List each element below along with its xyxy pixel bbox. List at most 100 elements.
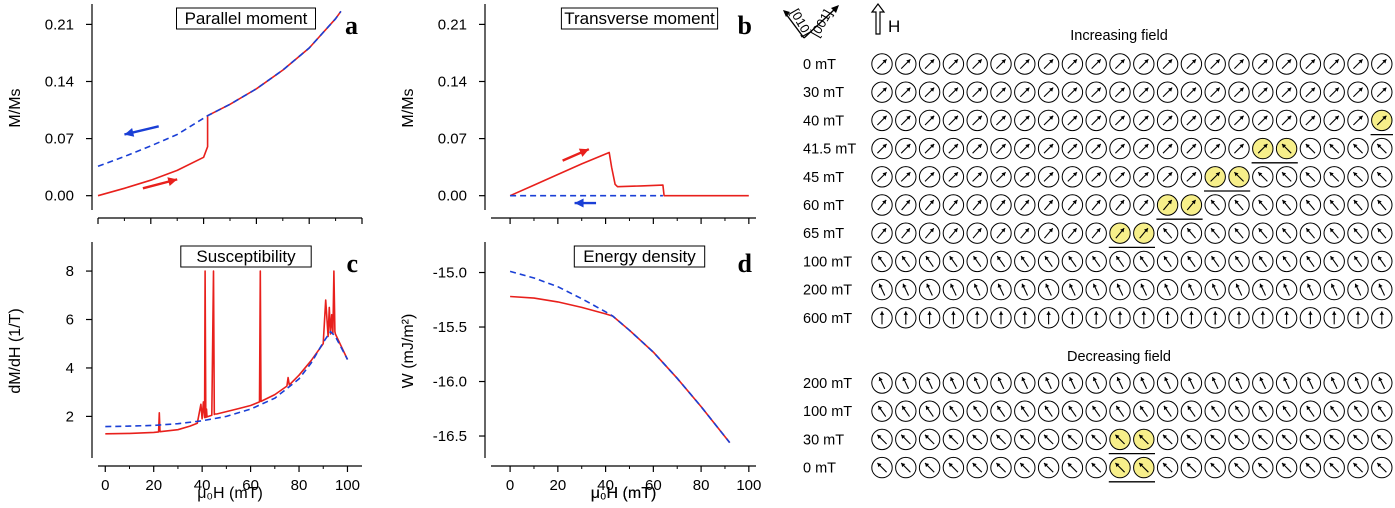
spin-arrowhead — [1046, 311, 1051, 315]
spin-arrowhead — [1358, 87, 1363, 92]
y-tick-label: 0.00 — [438, 188, 467, 205]
spin-arrowhead — [1022, 311, 1027, 315]
spin-arrowhead — [1091, 463, 1096, 468]
spin-arrowhead — [1141, 311, 1146, 315]
spin-arrowhead — [972, 434, 977, 439]
spin-arrowhead — [1215, 172, 1220, 177]
spin-arrowhead — [1382, 115, 1387, 120]
row-field-label: 100 mT — [803, 404, 852, 420]
spin-arrowhead — [1239, 144, 1244, 149]
spin-arrowhead — [1259, 256, 1263, 261]
spin-arrowhead — [1120, 172, 1125, 177]
spin-arrowhead — [1044, 434, 1049, 439]
x-tick-label: 100 — [736, 477, 761, 494]
spin-arrowhead — [902, 283, 907, 288]
spin-arrowhead — [1353, 200, 1358, 205]
spin-arrowhead — [1378, 256, 1382, 261]
spin-arrowhead — [1215, 59, 1220, 64]
spin-arrowhead — [1117, 311, 1123, 315]
spin-arrowhead — [1211, 377, 1216, 382]
y-tick-label: 0.21 — [438, 16, 467, 33]
spin-arrowhead — [1044, 405, 1049, 411]
row-field-label: 0 mT — [803, 57, 836, 73]
spin-arrowhead — [1001, 115, 1006, 120]
increasing-row: 65 mT — [803, 222, 1393, 249]
spin-arrowhead — [1354, 377, 1359, 382]
spin-arrowhead — [1235, 256, 1240, 261]
spin-arrowhead — [1353, 463, 1358, 468]
spin-arrowhead — [1305, 463, 1310, 468]
spin-arrowhead — [1025, 59, 1030, 64]
spin-arrowhead — [977, 200, 982, 205]
spin-arrowhead — [1259, 283, 1264, 288]
y-tick-label: 0.07 — [438, 131, 467, 148]
spin-arrowhead — [1189, 311, 1194, 315]
spin-arrowhead — [1044, 463, 1049, 468]
spin-arrowhead — [951, 311, 956, 315]
spin-arrowhead — [882, 87, 887, 92]
spin-arrowhead — [930, 172, 935, 177]
spin-arrowhead — [953, 172, 958, 177]
spin-arrowhead — [878, 377, 883, 382]
spin-arrowhead — [1191, 172, 1196, 177]
spin-arrowhead — [1307, 283, 1312, 288]
increasing-row: 100 mT — [803, 250, 1393, 273]
spin-arrowhead — [1187, 256, 1192, 261]
x-axis-label: μ₀H (mT) — [591, 485, 657, 502]
x-tick-label: 20 — [145, 477, 162, 494]
x-tick-label: 0 — [506, 477, 514, 494]
spin-arrowhead — [997, 377, 1002, 382]
spin-arrowhead — [877, 434, 882, 439]
spin-arrowhead — [1215, 144, 1220, 149]
spin-arrowhead — [948, 463, 953, 468]
spin-arrowhead — [1307, 377, 1312, 382]
spin-arrowhead — [1310, 115, 1315, 120]
spin-arrowhead — [1116, 283, 1121, 288]
decreasing-row: 200 mT — [803, 372, 1393, 394]
y-axis-label: dM/dH (1/T) — [7, 308, 24, 393]
direction-arrow-head — [578, 148, 589, 157]
spin-arrowhead — [1188, 283, 1193, 288]
spin-arrowhead — [1283, 283, 1288, 288]
y-axis-label: M/Ms — [400, 88, 417, 127]
spin-arrowhead — [1168, 115, 1173, 120]
x-tick-label: 40 — [194, 477, 211, 494]
spin-arrowhead — [1092, 283, 1097, 288]
x-tick-label: 60 — [645, 477, 662, 494]
spin-arrowhead — [1045, 377, 1050, 382]
row-field-label: 60 mT — [803, 198, 844, 214]
spin-arrowhead — [1144, 59, 1149, 64]
y-tick-label: 8 — [66, 263, 74, 280]
spin-arrowhead — [1358, 59, 1363, 64]
increasing-row: 600 mT — [803, 307, 1393, 329]
direction-arrow-head — [124, 128, 135, 137]
series-line-increasing — [510, 295, 731, 444]
spin-arrowhead — [1211, 200, 1216, 205]
spin-arrowhead — [1353, 228, 1358, 233]
spin-arrowhead — [878, 283, 883, 288]
spin-arrowhead — [1049, 144, 1054, 149]
spin-arrowhead — [878, 405, 883, 411]
y-axis-label: M/Ms — [7, 88, 24, 127]
spin-arrowhead — [1287, 87, 1292, 92]
spin-arrowhead — [902, 256, 906, 261]
spin-arrowhead — [977, 172, 982, 177]
spin-arrowhead — [1239, 115, 1244, 120]
panel-title-box — [180, 245, 312, 268]
spin-arrowhead — [1072, 228, 1077, 233]
spin-arrowhead — [1116, 405, 1121, 411]
spin-arrowhead — [1310, 59, 1315, 64]
spin-arrowhead — [1284, 311, 1289, 315]
spin-arrowhead — [1353, 434, 1358, 439]
spin-arrowhead — [1263, 144, 1268, 149]
spin-arrowhead — [1186, 434, 1191, 439]
spin-arrowhead — [1049, 172, 1054, 177]
spin-arrowhead — [1021, 377, 1026, 382]
spin-arrowhead — [1048, 200, 1053, 205]
spin-arrowhead — [905, 200, 910, 205]
spin-arrowhead — [1187, 405, 1192, 411]
increasing-row: 30 mT — [803, 81, 1393, 103]
spin-arrowhead — [1330, 405, 1335, 411]
series-line-increasing — [105, 270, 349, 435]
spin-arrowhead — [1239, 59, 1244, 64]
